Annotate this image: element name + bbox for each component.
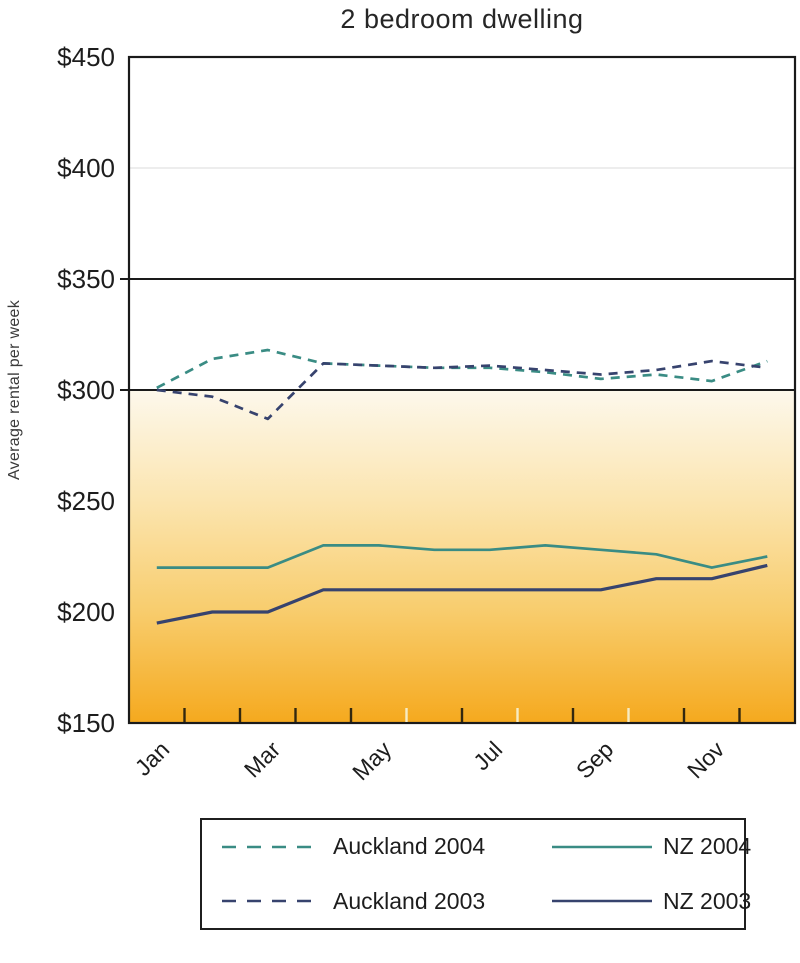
legend-item-nz-2004: NZ 2004 xyxy=(552,833,751,860)
x-tick-label-nov: Nov xyxy=(682,736,730,784)
x-tick-label-sep: Sep xyxy=(571,736,618,783)
y-tick-label-150: $150 xyxy=(57,708,115,738)
series-line-nz-2004 xyxy=(156,544,768,569)
legend-solid-line-swatch-navy xyxy=(552,899,652,903)
legend-item-auckland-2004: Auckland 2004 xyxy=(222,833,552,860)
legend-label-nz-2003: NZ 2003 xyxy=(663,887,752,914)
plot-border xyxy=(127,55,797,725)
legend-item-nz-2003: NZ 2003 xyxy=(552,888,751,915)
y-tick-label-200: $200 xyxy=(57,597,115,627)
plot-area: $450 $400 $350 $300 $250 $200 $150 Jan Mar May Jul… xyxy=(57,42,797,785)
legend-label-auckland-2004: Auckland 2004 xyxy=(333,833,486,860)
gradient-shading xyxy=(129,390,795,723)
x-tick-label-jan: Jan xyxy=(130,736,175,781)
series-line-auckland-2004 xyxy=(156,348,768,389)
y-tick-label-250: $250 xyxy=(57,486,115,516)
legend-dashed-line-swatch-teal xyxy=(222,845,322,849)
legend-item-auckland-2003: Auckland 2003 xyxy=(222,888,552,915)
x-tick-label-jul: Jul xyxy=(468,736,507,775)
series-line-nz-2003 xyxy=(156,563,768,625)
legend-solid-line-swatch-teal xyxy=(552,845,652,849)
legend-dashed-line-swatch-navy xyxy=(222,899,322,903)
x-tick-label-may: May xyxy=(347,736,396,785)
x-tick-label-mar: Mar xyxy=(239,736,286,783)
y-tick-label-300: $300 xyxy=(57,375,115,405)
legend: Auckland 2004 NZ 2004 Auckland 2003 NZ 2003 xyxy=(200,818,751,930)
y-tick-label-400: $400 xyxy=(57,153,115,183)
legend-label-nz-2004: NZ 2004 xyxy=(663,833,752,860)
y-tick-label-450: $450 xyxy=(57,42,115,72)
chart-title: 2 bedroom dwelling xyxy=(340,4,584,34)
y-tick-label-350: $350 xyxy=(57,264,115,294)
legend-label-auckland-2003: Auckland 2003 xyxy=(333,887,486,914)
